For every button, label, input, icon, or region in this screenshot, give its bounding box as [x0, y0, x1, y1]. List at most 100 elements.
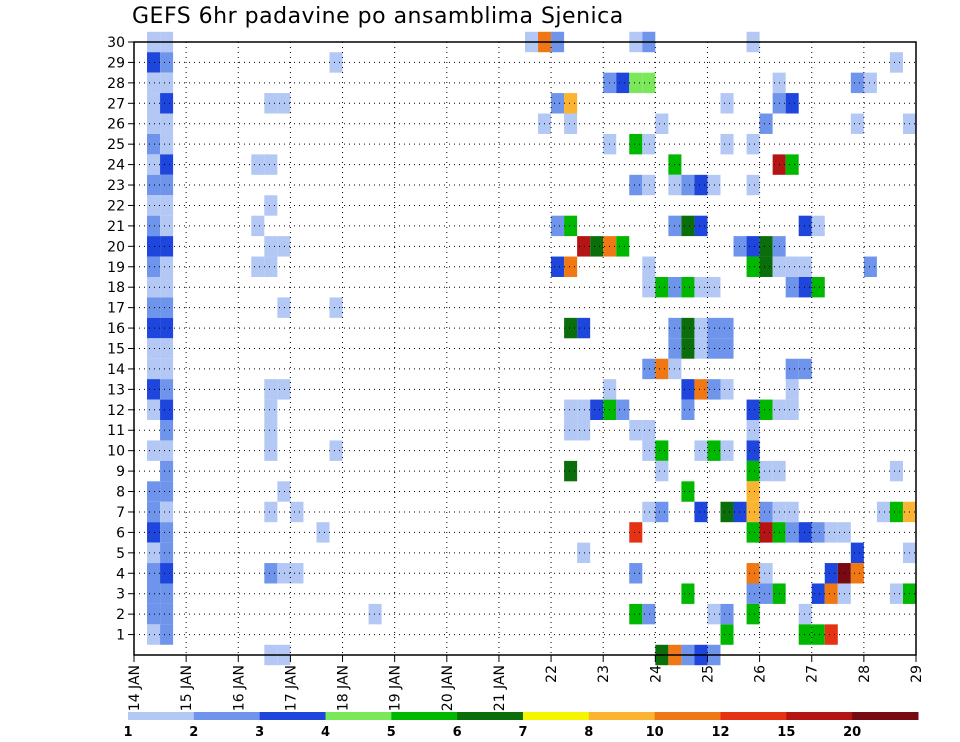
heatmap-cell: [681, 174, 695, 196]
y-tick-label: 24: [107, 158, 125, 174]
heatmap-cell: [629, 420, 643, 441]
heatmap-cell: [824, 624, 838, 645]
heatmap-cell: [759, 399, 773, 421]
heatmap-cell: [629, 603, 643, 625]
heatmap-cell: [746, 501, 760, 523]
legend-label: 1: [123, 725, 132, 740]
heatmap-cell: [160, 542, 174, 564]
heatmap-cell: [759, 583, 773, 604]
heatmap-cell: [655, 440, 669, 461]
heatmap-cell: [785, 522, 799, 543]
legend-label: 6: [453, 725, 462, 740]
heatmap-cell: [564, 317, 578, 339]
heatmap-cell: [863, 256, 877, 277]
legend-label: 15: [777, 725, 795, 740]
heatmap-cell: [798, 522, 812, 543]
heatmap-cell: [850, 72, 864, 94]
heatmap-cell: [147, 358, 161, 380]
heatmap-cell: [785, 93, 799, 114]
heatmap-cell: [577, 317, 591, 339]
heatmap-cell: [642, 72, 656, 94]
heatmap-cell: [707, 317, 721, 339]
heatmap-cell: [147, 624, 161, 645]
heatmap-cell: [694, 379, 708, 400]
heatmap-cell: [147, 154, 161, 175]
heatmap-cell: [681, 481, 695, 502]
heatmap-cell: [160, 297, 174, 318]
heatmap-cell: [368, 603, 382, 625]
heatmap-cell: [850, 563, 864, 584]
heatmap-cell: [329, 52, 343, 73]
heatmap-cell: [147, 276, 161, 298]
heatmap-cell: [264, 501, 278, 523]
heatmap-cell: [264, 563, 278, 584]
legend-label: 20: [843, 725, 861, 740]
heatmap-cell: [160, 440, 174, 461]
heatmap-cell: [759, 256, 773, 277]
heatmap-cell: [147, 236, 161, 257]
x-tick-label: 29: [909, 665, 925, 683]
heatmap-cell: [160, 256, 174, 277]
heatmap-cell: [720, 133, 734, 155]
heatmap-cell: [811, 215, 825, 237]
heatmap-cell: [160, 72, 174, 94]
heatmap-cell: [551, 256, 565, 277]
x-tick-label: 15 JAN: [179, 665, 195, 711]
heatmap-cell: [577, 420, 591, 441]
heatmap-cell: [147, 399, 161, 421]
y-tick-label: 23: [107, 178, 125, 194]
heatmap-cell: [577, 236, 591, 257]
y-tick-label: 6: [116, 525, 125, 541]
heatmap-cell: [720, 93, 734, 114]
x-tick-label: 26: [753, 665, 769, 683]
y-tick-label: 12: [107, 403, 125, 419]
heatmap-cell: [264, 236, 278, 257]
heatmap-cell: [160, 460, 174, 482]
heatmap-cell: [720, 440, 734, 461]
x-tick-label: 21 JAN: [492, 665, 508, 711]
heatmap-cell: [759, 501, 773, 523]
heatmap-cell: [655, 358, 669, 380]
heatmap-cell: [720, 603, 734, 625]
legend-swatch: [193, 712, 261, 720]
heatmap-cell: [160, 563, 174, 584]
heatmap-cell: [160, 317, 174, 339]
heatmap-cell: [642, 501, 656, 523]
heatmap-cell: [785, 501, 799, 523]
heatmap-cell: [264, 93, 278, 114]
heatmap-cell: [785, 154, 799, 175]
heatmap-cell: [147, 317, 161, 339]
heatmap-cell: [147, 583, 161, 604]
heatmap-cell: [759, 113, 773, 134]
heatmap-cell: [616, 72, 630, 94]
heatmap-cell: [629, 133, 643, 155]
heatmap-cell: [889, 460, 903, 482]
heatmap-cell: [798, 624, 812, 645]
heatmap-cell: [160, 420, 174, 441]
x-tick-label: 17 JAN: [283, 665, 299, 711]
heatmap-cell: [147, 440, 161, 461]
heatmap-cell: [160, 624, 174, 645]
heatmap-cell: [160, 195, 174, 216]
heatmap-cell: [681, 276, 695, 298]
y-tick-label: 9: [116, 464, 125, 480]
heatmap-cell: [290, 501, 304, 523]
heatmap-cell: [759, 460, 773, 482]
heatmap-cell: [147, 93, 161, 114]
heatmap-cell: [147, 297, 161, 318]
x-tick-label: 19 JAN: [388, 665, 404, 711]
heatmap-cell: [160, 338, 174, 359]
y-tick-label: 25: [107, 137, 125, 153]
legend-swatch: [457, 712, 524, 720]
chart-title: GEFS 6hr padavine po ansamblima Sjenica: [132, 4, 624, 29]
y-tick-label: 13: [107, 382, 125, 398]
heatmap-cell: [564, 420, 578, 441]
legend-swatch: [259, 712, 326, 720]
x-tick-label: 22: [544, 665, 560, 683]
heatmap-cell: [850, 113, 864, 134]
heatmap-cell: [642, 358, 656, 380]
heatmap-cell: [564, 113, 578, 134]
legend-swatch: [654, 712, 721, 720]
y-tick-label: 16: [107, 321, 125, 337]
heatmap-cell: [642, 256, 656, 277]
